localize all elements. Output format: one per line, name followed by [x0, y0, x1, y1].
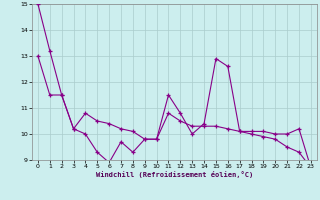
X-axis label: Windchill (Refroidissement éolien,°C): Windchill (Refroidissement éolien,°C): [96, 171, 253, 178]
